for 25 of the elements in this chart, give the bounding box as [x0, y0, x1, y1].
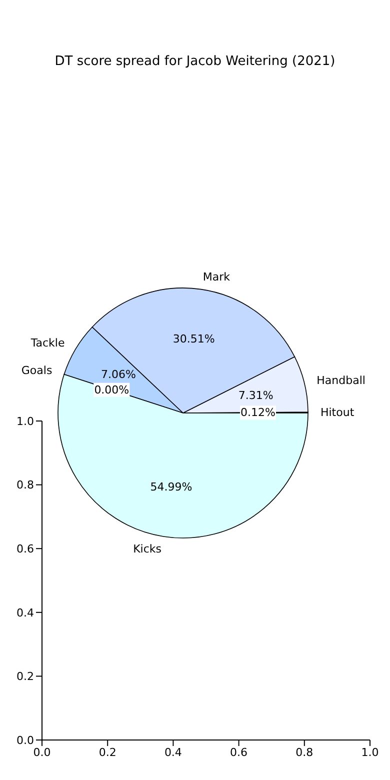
y-tick-label: 0.0 [16, 734, 34, 747]
x-tick-label: 0.0 [33, 746, 51, 759]
data-label: 0.12% [240, 406, 276, 420]
data-label: 7.31% [238, 388, 274, 402]
data-label: 30.51% [172, 332, 215, 346]
slice-label: Handball [316, 374, 366, 388]
x-tick-label: 0.8 [296, 746, 314, 759]
data-label: 54.99% [150, 480, 192, 494]
slice-label: Tackle [30, 336, 65, 350]
x-tick-label: 0.4 [164, 746, 182, 759]
category-label: Goals [21, 364, 52, 378]
y-tick-label: 0.6 [16, 542, 34, 556]
y-tick-label: 0.8 [16, 478, 34, 492]
x-tick-label: 0.6 [230, 746, 248, 759]
y-tick-label: 0.2 [16, 670, 34, 684]
text: 0.00% [94, 383, 130, 396]
data-label: 7.06% [101, 368, 136, 382]
x-tick-label: 1.0 [361, 746, 379, 759]
y-tick-label: 0.4 [16, 606, 34, 620]
x-tick-label: 0.2 [98, 746, 116, 759]
chart-title: DT score spread for Jacob Weitering (2021) [54, 54, 336, 69]
slice-label: Kicks [133, 542, 162, 556]
slice-label: Hitout [320, 406, 355, 419]
slice-label: Mark [202, 270, 231, 284]
y-tick-label: 1.0 [16, 414, 34, 428]
